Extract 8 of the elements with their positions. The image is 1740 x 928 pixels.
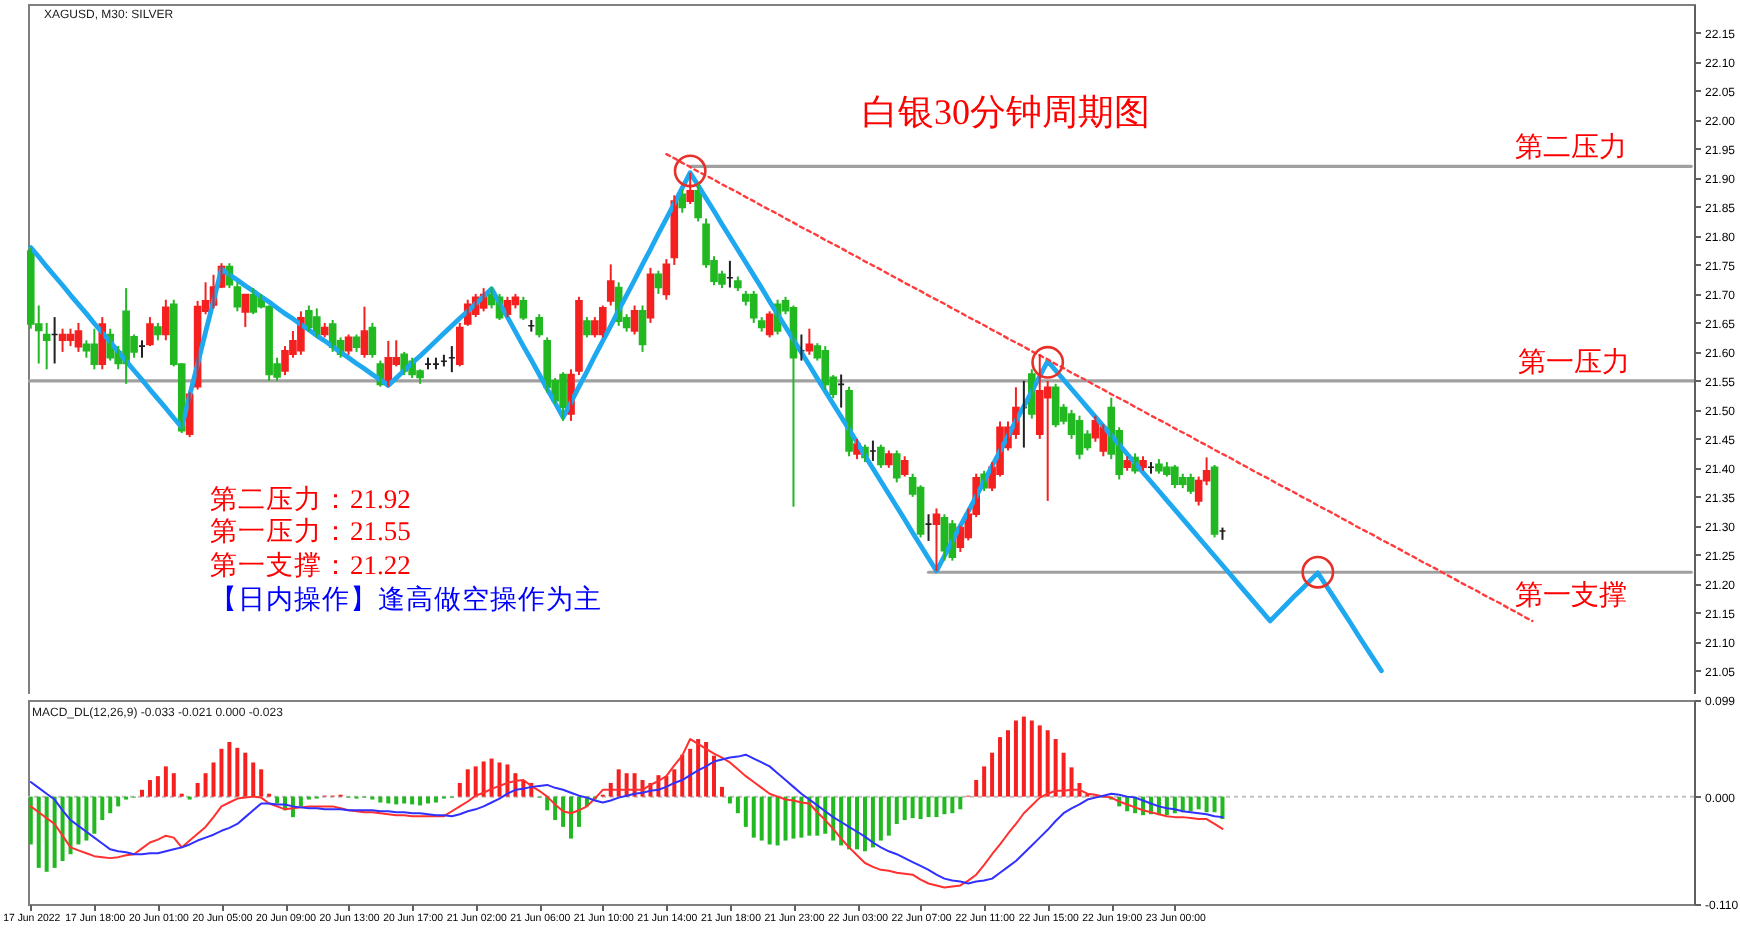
annotation: 第一支撑：21.22 [210,550,411,580]
annotation: 【日内操作】逢高做空操作为主 [210,584,602,614]
annotation: 第一压力：21.55 [210,516,412,546]
annotation: 第二压力：21.92 [210,484,411,514]
text: 白银30分钟周期图 [862,92,1150,132]
series-label: 第二压力 [1515,132,1628,165]
series-label: 第一支撑 [1515,580,1628,613]
ref-line-label: 第一压力 [1518,346,1630,379]
